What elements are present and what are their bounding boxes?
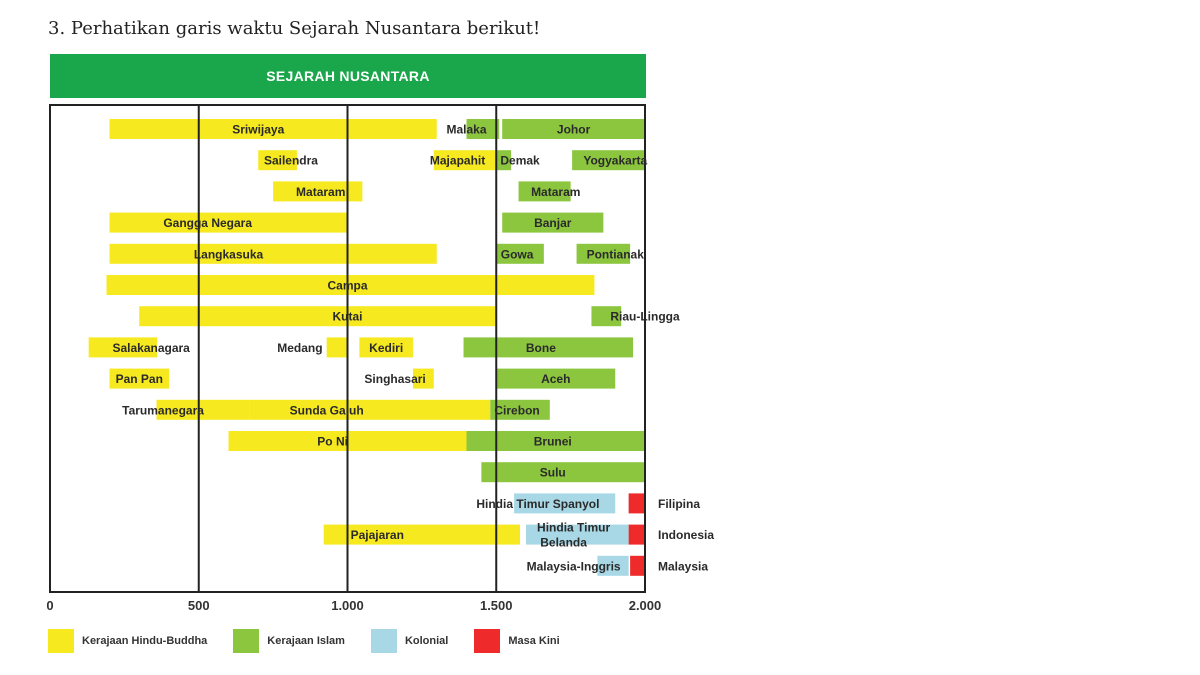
- legend-swatch: [474, 629, 501, 653]
- bar-label: Sriwijaya: [232, 123, 284, 137]
- bar-islam: [490, 399, 550, 420]
- bar-hindu: [433, 150, 497, 171]
- legend-item-hindu: Kerajaan Hindu-Buddha: [48, 629, 207, 653]
- bar-hindu: [88, 337, 158, 358]
- bar-label: Mataram: [296, 185, 345, 199]
- bar-label: Sunda Galuh: [290, 403, 364, 417]
- legend-label: Kolonial: [404, 635, 449, 647]
- bar-label: Campa: [327, 279, 367, 293]
- bar-kini: [630, 555, 645, 576]
- bar-label: Sulu: [540, 466, 566, 480]
- bar-label: Majapahit: [430, 154, 485, 168]
- bar-label: Po Ni: [317, 435, 348, 449]
- bar-label: Malaka: [446, 123, 486, 137]
- bar-kini: [628, 493, 645, 514]
- bar-label: Demak: [500, 154, 540, 168]
- bar-kini: [628, 524, 645, 545]
- bar-hindu: [326, 337, 348, 358]
- x-tick-label: 1.000: [331, 598, 364, 613]
- chart-title: SEJARAH NUSANTARA: [50, 54, 646, 98]
- bar-hindu: [106, 275, 595, 295]
- bar-label: Sailendra: [264, 154, 318, 168]
- x-tick-label: 1.500: [480, 598, 513, 613]
- bar-islam: [481, 462, 645, 483]
- legend-label: Kerajaan Islam: [267, 635, 345, 647]
- bar-label: Kediri: [369, 341, 403, 355]
- bar-islam: [576, 243, 631, 264]
- bar-islam: [496, 368, 616, 389]
- bar-hindu: [258, 150, 297, 171]
- bar-hindu: [109, 243, 437, 264]
- bar-hindu: [359, 337, 413, 358]
- bar-label: Johor: [557, 123, 591, 137]
- bar-hindu: [109, 119, 437, 139]
- bar-islam: [591, 306, 622, 327]
- bar-label: Gangga Negara: [163, 216, 252, 230]
- bar-islam: [496, 150, 512, 171]
- country-label: Filipina: [658, 497, 700, 511]
- bar-hindu: [323, 524, 521, 545]
- bar-label: Kutai: [333, 310, 363, 324]
- bar-hindu: [412, 368, 434, 389]
- bar-label: Hindia Timur Spanyol: [476, 497, 599, 511]
- bar-label: Gowa: [501, 247, 534, 261]
- legend-swatch: [48, 629, 74, 653]
- bar-islam: [518, 181, 571, 202]
- bar-islam: [496, 243, 544, 264]
- bar-label: Pan Pan: [116, 372, 163, 386]
- bar-label: Belanda: [540, 536, 587, 550]
- bar-label: Tarumanegara: [122, 403, 204, 417]
- bar-hindu: [249, 399, 491, 420]
- bar-islam: [466, 431, 645, 451]
- bar-label: Hindia Timur: [537, 521, 610, 535]
- bar-hindu: [109, 368, 169, 389]
- bar-label: Bone: [526, 341, 556, 355]
- bar-label: Pontianak: [587, 247, 645, 261]
- bar-kolonial: [514, 493, 616, 514]
- bar-label: Cirebon: [494, 403, 539, 417]
- bar-label: Mataram: [531, 185, 580, 199]
- bar-islam: [572, 150, 645, 171]
- bar-label: Riau-Lingga: [610, 310, 680, 324]
- legend-item-kini: Masa Kini: [474, 629, 560, 653]
- bar-islam: [502, 119, 645, 139]
- bar-islam: [466, 119, 500, 139]
- bar-label: Pajajaran: [351, 528, 404, 542]
- bar-hindu: [156, 399, 250, 420]
- bar-label: Brunei: [534, 435, 572, 449]
- bar-hindu: [273, 181, 363, 202]
- bar-label: Malaysia-Inggris: [527, 559, 621, 573]
- legend: Kerajaan Hindu-Buddha Kerajaan Islam Kolon…: [48, 628, 586, 654]
- legend-swatch: [370, 629, 397, 653]
- bar-islam: [502, 212, 604, 233]
- x-tick-label: 0: [46, 598, 53, 613]
- x-tick-label: 500: [188, 598, 210, 613]
- legend-item-kolonial: Kolonial: [370, 629, 449, 653]
- bar-label: Langkasuka: [194, 247, 264, 261]
- bar-label: Medang: [277, 341, 322, 355]
- bar-hindu: [109, 212, 348, 233]
- country-label: Malaysia: [658, 559, 708, 573]
- question-text: 3. Perhatikan garis waktu Sejarah Nusant…: [48, 18, 541, 39]
- country-label: Indonesia: [658, 528, 714, 542]
- bar-label: Banjar: [534, 216, 572, 230]
- x-tick-label: 2.000: [629, 598, 662, 613]
- bar-kolonial: [526, 524, 629, 545]
- bar-islam: [463, 337, 634, 358]
- bar-label: Salakanagara: [112, 341, 190, 355]
- legend-label: Kerajaan Hindu-Buddha: [82, 635, 208, 647]
- bar-label: Yogyakarta: [583, 154, 647, 168]
- legend-swatch: [233, 629, 260, 653]
- legend-item-islam: Kerajaan Islam: [233, 629, 345, 653]
- bar-hindu: [139, 306, 497, 327]
- bar-label: Singhasari: [364, 372, 425, 386]
- bar-kolonial: [597, 555, 629, 576]
- legend-label: Masa Kini: [508, 635, 560, 647]
- bar-label: Aceh: [541, 372, 570, 386]
